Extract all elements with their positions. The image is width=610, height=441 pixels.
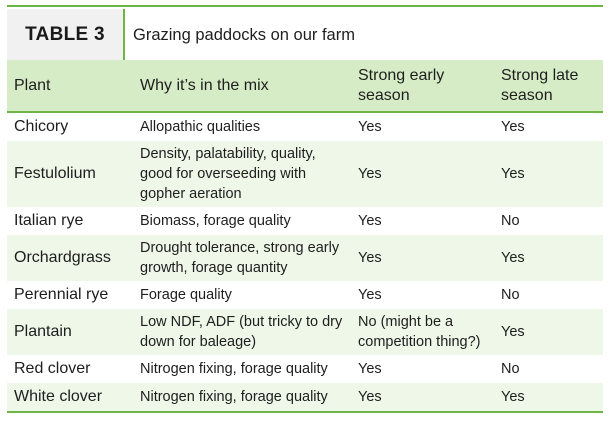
column-header-late: Strong late season: [494, 60, 603, 113]
cell-late: Yes: [494, 309, 603, 355]
cell-early: Yes: [351, 383, 494, 413]
cell-early: Yes: [351, 235, 494, 281]
table-row: Festulolium Density, palatability, quali…: [7, 141, 603, 207]
cell-why: Density, palatability, quality, good for…: [133, 141, 351, 207]
cell-late: No: [494, 355, 603, 383]
cell-why: Drought tolerance, strong early growth, …: [133, 235, 351, 281]
cell-early: Yes: [351, 112, 494, 141]
table-row: Orchardgrass Drought tolerance, strong e…: [7, 235, 603, 281]
table-caption: Grazing paddocks on our farm: [133, 25, 355, 44]
table-figure: TABLE 3 Grazing paddocks on our farm Pla…: [7, 5, 603, 429]
cell-early: Yes: [351, 207, 494, 235]
cell-plant: Plantain: [7, 309, 133, 355]
cell-plant: Chicory: [7, 112, 133, 141]
cell-plant: Perennial rye: [7, 281, 133, 309]
cell-late: Yes: [494, 141, 603, 207]
cell-why: Forage quality: [133, 281, 351, 309]
column-header-why: Why it’s in the mix: [133, 60, 351, 113]
cell-plant: Orchardgrass: [7, 235, 133, 281]
cell-why: Biomass, forage quality: [133, 207, 351, 235]
table-row: White clover Nitrogen fixing, forage qua…: [7, 383, 603, 413]
cell-late: No: [494, 281, 603, 309]
cell-early: No (might be a competition thing?): [351, 309, 494, 355]
cell-why: Nitrogen fixing, forage quality: [133, 355, 351, 383]
column-header-plant: Plant: [7, 60, 133, 113]
cell-late: Yes: [494, 235, 603, 281]
cell-why: Nitrogen fixing, forage quality: [133, 383, 351, 413]
table-header: TABLE 3 Grazing paddocks on our farm: [7, 5, 603, 61]
table-number-badge: TABLE 3: [7, 9, 125, 61]
cell-why: Allopathic qualities: [133, 112, 351, 141]
cell-plant: Red clover: [7, 355, 133, 383]
cell-early: Yes: [351, 281, 494, 309]
table-row: Perennial rye Forage quality Yes No: [7, 281, 603, 309]
table-row: Plantain Low NDF, ADF (but tricky to dry…: [7, 309, 603, 355]
column-header-early: Strong early season: [351, 60, 494, 113]
cell-late: Yes: [494, 112, 603, 141]
cell-late: Yes: [494, 383, 603, 413]
cell-plant: Festulolium: [7, 141, 133, 207]
table-row: Red clover Nitrogen fixing, forage quali…: [7, 355, 603, 383]
cell-plant: White clover: [7, 383, 133, 413]
header-row: Plant Why it’s in the mix Strong early s…: [7, 60, 603, 113]
cell-late: No: [494, 207, 603, 235]
cell-why: Low NDF, ADF (but tricky to dry down for…: [133, 309, 351, 355]
table-row: Italian rye Biomass, forage quality Yes …: [7, 207, 603, 235]
cell-early: Yes: [351, 141, 494, 207]
cell-plant: Italian rye: [7, 207, 133, 235]
grazing-table: Plant Why it’s in the mix Strong early s…: [7, 60, 603, 413]
cell-early: Yes: [351, 355, 494, 383]
table-row: Chicory Allopathic qualities Yes Yes: [7, 112, 603, 141]
